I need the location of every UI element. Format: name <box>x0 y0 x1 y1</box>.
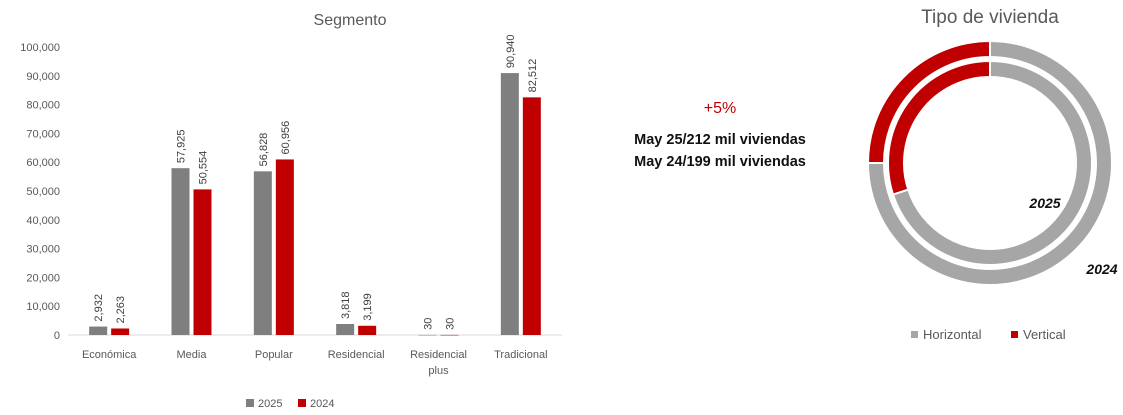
donut-legend: Horizontal Vertical <box>911 327 1066 342</box>
x-axis: Económica Media Popular Residencial Residenc… <box>82 349 548 377</box>
legend-swatch-2024 <box>298 399 306 407</box>
bar-chart-title: Segmento <box>314 12 387 29</box>
bar-series <box>89 73 541 336</box>
y-tick-label: 60,000 <box>26 157 60 169</box>
legend-label-2025: 2025 <box>258 398 282 410</box>
donut-slice-vertical-2024 <box>866 39 991 164</box>
bar-2025 <box>500 73 519 335</box>
donut-chart-title: Tipo de vivienda <box>921 7 1059 28</box>
housing-type-donut-chart: Tipo de vivienda 2025 2024 Horizontal Ve… <box>866 7 1118 342</box>
legend-label-vertical: Vertical <box>1023 327 1066 342</box>
bar-data-label: 2,263 <box>115 296 127 324</box>
bar-2024 <box>358 325 377 335</box>
bar-data-label: 3,818 <box>340 291 352 319</box>
legend-swatch-2025 <box>246 399 254 407</box>
bar-data-labels: 2,932 2,263 57,925 50,554 56,828 60,956 3,818 3… <box>93 34 539 329</box>
bar-data-label: 50,554 <box>198 151 210 185</box>
segment-bar-chart: Segmento 0 10,000 20,000 30,000 40,000 50,000… <box>20 12 562 410</box>
x-tick-label: Tradicional <box>494 349 547 361</box>
bar-data-label: 90,940 <box>505 34 517 68</box>
y-tick-label: 50,000 <box>26 186 60 198</box>
y-tick-label: 20,000 <box>26 272 60 284</box>
legend-swatch-vertical <box>1011 331 1018 338</box>
bar-2025 <box>418 334 437 336</box>
x-tick-label: Económica <box>82 349 137 361</box>
bar-2024 <box>193 189 212 335</box>
y-tick-label: 70,000 <box>26 128 60 140</box>
y-tick-label: 40,000 <box>26 215 60 227</box>
y-tick-label: 10,000 <box>26 301 60 313</box>
bar-data-label: 57,925 <box>176 130 188 164</box>
ring-label-2025: 2025 <box>1028 195 1060 211</box>
change-percent: +5% <box>703 100 737 117</box>
bar-2025 <box>171 168 190 335</box>
y-tick-label: 80,000 <box>26 100 60 112</box>
bar-data-label: 30 <box>445 318 457 330</box>
y-tick-label: 90,000 <box>26 71 60 83</box>
donut-rings <box>866 39 1113 286</box>
bar-data-label: 56,828 <box>258 133 270 167</box>
bar-data-label: 2,932 <box>93 294 105 322</box>
y-axis: 0 10,000 20,000 30,000 40,000 50,000 60,000 70,… <box>20 42 60 342</box>
legend-swatch-horizontal <box>911 331 918 338</box>
bar-2024 <box>522 97 541 335</box>
summary-line-2024: May 24/199 mil viviendas <box>634 154 806 170</box>
bar-data-label: 3,199 <box>362 293 374 321</box>
bar-2025 <box>336 324 355 335</box>
x-tick-label: Residencial plus <box>410 349 467 377</box>
bar-2025 <box>253 171 272 335</box>
summary-line-2025: May 25/212 mil viviendas <box>634 132 806 148</box>
legend-label-horizontal: Horizontal <box>923 327 982 342</box>
y-tick-label: 30,000 <box>26 244 60 256</box>
bar-data-label: 60,956 <box>280 121 292 155</box>
donut-slice-vertical-2025 <box>887 59 991 196</box>
ring-label-2024: 2024 <box>1085 261 1117 277</box>
x-tick-label: Popular <box>255 349 293 361</box>
x-tick-label: Media <box>177 349 208 361</box>
bar-2024 <box>440 334 459 336</box>
bar-data-label: 30 <box>423 318 435 330</box>
y-tick-label: 0 <box>54 330 60 342</box>
bar-2024 <box>275 159 294 335</box>
bar-legend: 2025 2024 <box>246 398 334 410</box>
y-tick-label: 100,000 <box>20 42 60 54</box>
bar-2024 <box>111 328 130 335</box>
donut-slice-horizontal-2025 <box>891 59 1093 266</box>
summary-panel: +5% May 25/212 mil viviendas May 24/199 … <box>590 100 850 176</box>
bar-2025 <box>89 326 108 335</box>
x-tick-label: Residencial <box>328 349 385 361</box>
legend-label-2024: 2024 <box>310 398 334 410</box>
bar-data-label: 82,512 <box>527 59 539 93</box>
